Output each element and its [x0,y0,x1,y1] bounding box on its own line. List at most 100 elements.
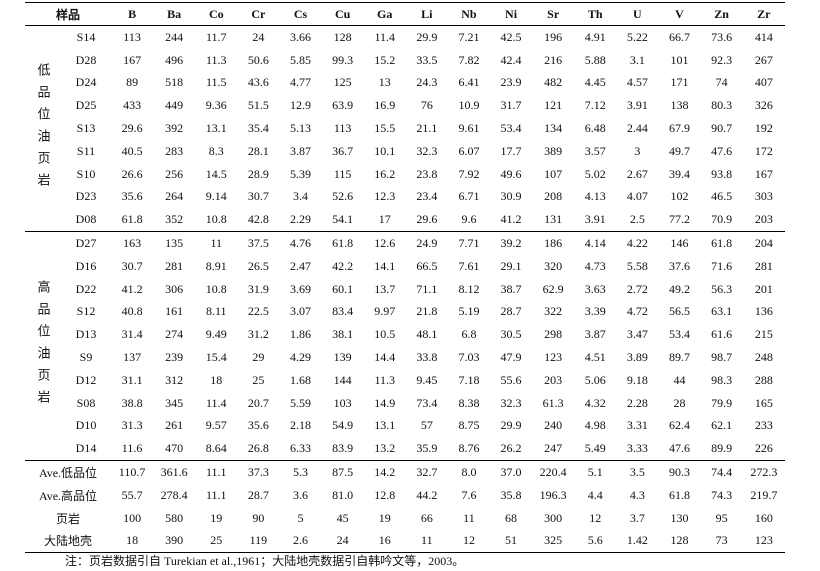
cell-value: 28.7 [500,304,522,319]
cell-value: 14.2 [363,460,406,484]
cell-value: 6.33 [290,441,311,456]
cell-value: 7.61 [458,258,480,273]
cell-value: 29.6 [121,121,143,136]
cell-value: 45 [336,510,349,525]
cell-value: 90.3 [658,460,701,484]
cell-value: 62.1 [711,418,733,433]
cell-value: 14.9 [374,395,396,410]
sample-id: D08 [75,212,97,227]
cell-value: 7.82 [458,52,480,67]
cell-value: 28.7 [247,487,269,502]
cell-value: 9.57 [205,418,227,433]
cell-value: 4.22 [616,231,659,255]
cell-value: 278.4 [160,487,188,502]
cell-value: 306 [165,281,184,296]
cell-value: 135 [153,231,196,255]
cell-value: 5.88 [584,52,606,67]
cell-value: 220.4 [532,460,575,484]
column-header: Li [405,2,448,26]
column-header: Ni [490,2,533,26]
cell-value: 8.64 [205,441,227,456]
cell-value: 298 [544,327,563,342]
cell-value: 4.13 [584,189,606,204]
cell-value: 26.8 [247,441,269,456]
cell-value: 23.9 [500,75,522,90]
sample-id: D14 [75,441,97,456]
cell-value: 3.87 [584,327,606,342]
cell-value: 2.72 [626,281,648,296]
cell-value: 23.4 [416,189,438,204]
cell-value: 139 [333,350,352,365]
cell-value: 3.07 [290,304,311,319]
cell-value: 11.6 [121,441,143,456]
cell-value: 4.45 [584,75,606,90]
cell-value: 13 [378,75,391,90]
cell-value: 13.2 [374,441,396,456]
cell-value: 7.71 [447,231,490,255]
cell-value: 31.9 [247,281,269,296]
sample-id: D16 [75,258,97,273]
cell-value: 216 [544,52,563,67]
sample-id: D22 [75,281,97,296]
cell-value: 203 [754,212,773,227]
cell-value: 8.11 [206,304,227,319]
cell-value: 247 [544,441,563,456]
cell-value: 15.4 [205,350,227,365]
cell-value: 68 [505,510,518,525]
column-header: Ba [153,2,196,26]
cell-value: 66.7 [658,24,701,49]
sample-id: S08 [76,395,96,410]
cell-value: 10.8 [205,281,227,296]
data-row: D23 35.6 264 9.14 30.7 3.4 52.6 12.3 23.4 6.71 30.… [25,186,785,209]
cell-value: 272.3 [742,460,785,484]
data-row: S13 29.6 392 13.1 35.4 5.13 113 15.5 21.1 9.61 53.… [25,117,785,140]
data-row: 低品位油页岩 S14 113 244 11.7 24 3.66 128 11.4 29.9 7.21… [25,24,785,232]
cell-value: 3 [634,143,641,158]
cell-value: 482 [544,75,563,90]
cell-value: 407 [754,75,773,90]
cell-value: 17 [378,212,391,227]
sample-id: D25 [75,98,97,113]
sample-id: D10 [75,418,97,433]
cell-value: 24.3 [416,75,438,90]
cell-value: 123 [742,529,785,554]
cell-value: 89.9 [711,441,733,456]
cell-value: 4.14 [574,231,617,255]
cell-value: 30.9 [500,189,522,204]
cell-value: 137 [123,350,142,365]
cell-value: 4.32 [584,395,606,410]
sample-id: S13 [76,121,96,136]
data-row: D14 11.6 470 8.64 26.8 6.33 83.9 13.2 35.9 8.76 26… [25,437,785,460]
cell-value: 121 [544,98,563,113]
cell-value: 196.3 [539,487,567,502]
cell-value: 389 [544,143,563,158]
cell-value: 9.49 [205,327,227,342]
sample-id: D27 [61,231,112,255]
cell-value: 24 [321,529,364,554]
cell-value: 47.9 [500,350,522,365]
cell-value: 4.29 [290,350,311,365]
cell-value: 3.4 [293,189,308,204]
cell-value: 161 [165,304,184,319]
cell-value: 42.4 [500,52,522,67]
cell-value: 244 [153,24,196,49]
cell-value: 16 [363,529,406,554]
cell-value: 5.1 [574,460,617,484]
cell-value: 3.33 [626,441,648,456]
cell-value: 61.8 [321,231,364,255]
cell-value: 131 [544,212,563,227]
cell-value: 42.5 [490,24,533,49]
cell-value: 76 [420,98,433,113]
cell-value: 80.3 [711,98,733,113]
cell-value: 11.4 [206,395,227,410]
cell-value: 3.39 [584,304,606,319]
cell-value: 95 [715,510,728,525]
cell-value: 61.8 [121,212,143,227]
cell-value: 12.8 [374,487,396,502]
summary-label: 大陆地壳 [25,529,112,554]
cell-value: 61.8 [700,231,743,255]
cell-value: 51 [490,529,533,554]
column-header: Zr [742,2,785,26]
cell-value: 30.7 [247,189,269,204]
cell-value: 288 [754,372,773,387]
